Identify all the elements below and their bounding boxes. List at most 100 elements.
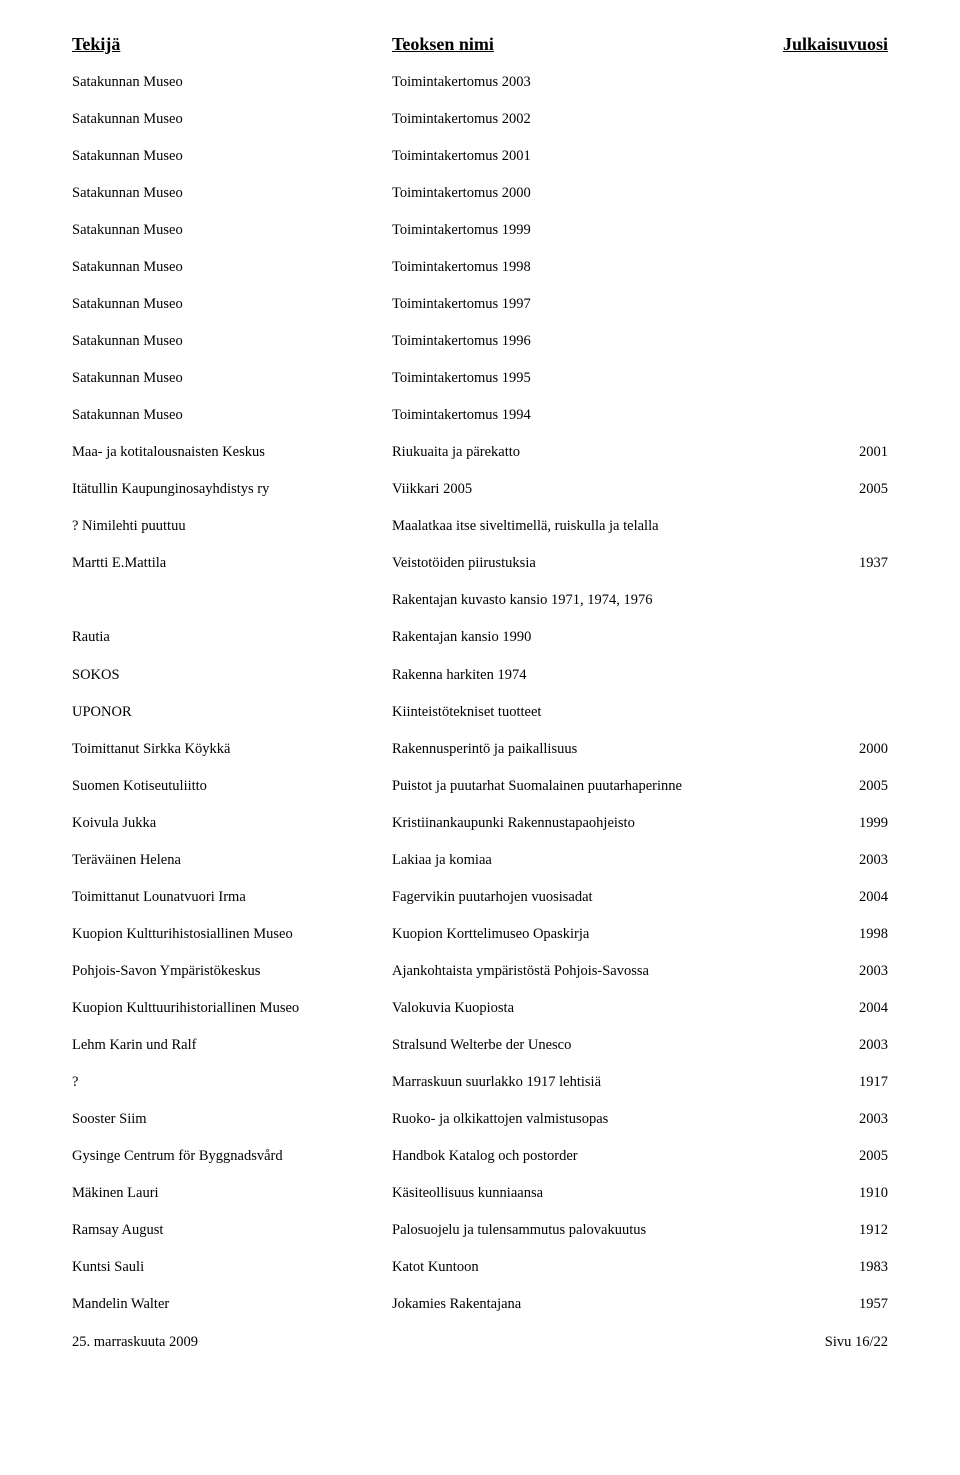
table-row: ? Nimilehti puuttuuMaalatkaa itse sivelt…	[72, 517, 888, 536]
cell-title: Toimintakertomus 1995	[392, 369, 828, 388]
cell-title: Riukuaita ja pärekatto	[392, 443, 828, 462]
cell-year: 2003	[828, 962, 888, 981]
cell-year: 2001	[828, 443, 888, 462]
cell-author: Satakunnan Museo	[72, 406, 392, 425]
cell-author: Itätullin Kaupunginosayhdistys ry	[72, 480, 392, 499]
cell-title: Kiinteistötekniset tuotteet	[392, 703, 828, 722]
table-row: Gysinge Centrum för ByggnadsvårdHandbok …	[72, 1147, 888, 1166]
cell-year: 2005	[828, 1147, 888, 1166]
header-year: Julkaisuvuosi	[768, 34, 888, 55]
cell-year	[828, 332, 888, 351]
cell-year: 2003	[828, 851, 888, 870]
cell-author: ?	[72, 1073, 392, 1092]
cell-title: Toimintakertomus 1997	[392, 295, 828, 314]
table-row: Satakunnan MuseoToimintakertomus 2000	[72, 184, 888, 203]
cell-title: Veistotöiden piirustuksia	[392, 554, 828, 573]
table-row: ?Marraskuun suurlakko 1917 lehtisiä1917	[72, 1073, 888, 1092]
cell-year: 2005	[828, 777, 888, 796]
cell-year	[828, 591, 888, 610]
cell-author: Satakunnan Museo	[72, 332, 392, 351]
cell-title: Katot Kuntoon	[392, 1258, 828, 1277]
cell-year	[828, 110, 888, 129]
cell-title: Marraskuun suurlakko 1917 lehtisiä	[392, 1073, 828, 1092]
table-row: Satakunnan MuseoToimintakertomus 1996	[72, 332, 888, 351]
cell-title: Toimintakertomus 1996	[392, 332, 828, 351]
table-row: Satakunnan MuseoToimintakertomus 1994	[72, 406, 888, 425]
header-title: Teoksen nimi	[392, 34, 768, 55]
cell-year: 2004	[828, 999, 888, 1018]
footer-page: Sivu 16/22	[825, 1334, 888, 1351]
cell-author: UPONOR	[72, 703, 392, 722]
cell-author: Kuopion Kulttuurihistoriallinen Museo	[72, 999, 392, 1018]
cell-year: 2005	[828, 480, 888, 499]
cell-title: Jokamies Rakentajana	[392, 1295, 828, 1314]
cell-title: Fagervikin puutarhojen vuosisadat	[392, 888, 828, 907]
table-row: Kuntsi SauliKatot Kuntoon1983	[72, 1258, 888, 1277]
cell-year: 1998	[828, 925, 888, 944]
page-footer: 25. marraskuuta 2009 Sivu 16/22	[72, 1334, 888, 1351]
table-row: Koivula JukkaKristiinankaupunki Rakennus…	[72, 814, 888, 833]
cell-year	[828, 517, 888, 536]
cell-title: Toimintakertomus 2000	[392, 184, 828, 203]
cell-author: Martti E.Mattila	[72, 554, 392, 573]
cell-title: Toimintakertomus 2003	[392, 73, 828, 92]
table-row: Satakunnan MuseoToimintakertomus 1998	[72, 258, 888, 277]
table-row: UPONORKiinteistötekniset tuotteet	[72, 703, 888, 722]
cell-title: Maalatkaa itse siveltimellä, ruiskulla j…	[392, 517, 828, 536]
cell-title: Toimintakertomus 2001	[392, 147, 828, 166]
cell-year	[828, 295, 888, 314]
table-row: Rakentajan kuvasto kansio 1971, 1974, 19…	[72, 591, 888, 610]
table-row: Suomen KotiseutuliittoPuistot ja puutarh…	[72, 777, 888, 796]
cell-title: Rakennusperintö ja paikallisuus	[392, 740, 828, 759]
cell-title: Ajankohtaista ympäristöstä Pohjois-Savos…	[392, 962, 828, 981]
cell-year: 1910	[828, 1184, 888, 1203]
cell-title: Kuopion Korttelimuseo Opaskirja	[392, 925, 828, 944]
cell-year: 2003	[828, 1036, 888, 1055]
cell-title: Viikkari 2005	[392, 480, 828, 499]
table-row: Teräväinen HelenaLakiaa ja komiaa2003	[72, 851, 888, 870]
cell-author: Rautia	[72, 628, 392, 647]
table-row: Satakunnan MuseoToimintakertomus 1999	[72, 221, 888, 240]
cell-author	[72, 591, 392, 610]
cell-author: Sooster Siim	[72, 1110, 392, 1129]
table-body: Satakunnan MuseoToimintakertomus 2003Sat…	[72, 73, 888, 1314]
cell-author: Satakunnan Museo	[72, 258, 392, 277]
table-row: Pohjois-Savon YmpäristökeskusAjankohtais…	[72, 962, 888, 981]
table-row: Kuopion Kulttuurihistoriallinen MuseoVal…	[72, 999, 888, 1018]
table-row: RautiaRakentajan kansio 1990	[72, 628, 888, 647]
cell-year	[828, 73, 888, 92]
header-author: Tekijä	[72, 34, 392, 55]
table-row: Toimittanut Lounatvuori IrmaFagervikin p…	[72, 888, 888, 907]
table-header: Tekijä Teoksen nimi Julkaisuvuosi	[72, 34, 888, 55]
cell-title: Toimintakertomus 2002	[392, 110, 828, 129]
cell-title: Puistot ja puutarhat Suomalainen puutarh…	[392, 777, 828, 796]
cell-year	[828, 406, 888, 425]
cell-year: 1999	[828, 814, 888, 833]
cell-author: Satakunnan Museo	[72, 295, 392, 314]
cell-author: Toimittanut Lounatvuori Irma	[72, 888, 392, 907]
cell-title: Käsiteollisuus kunniaansa	[392, 1184, 828, 1203]
cell-author: Satakunnan Museo	[72, 73, 392, 92]
cell-title: Stralsund Welterbe der Unesco	[392, 1036, 828, 1055]
cell-year: 1912	[828, 1221, 888, 1240]
table-row: Lehm Karin und RalfStralsund Welterbe de…	[72, 1036, 888, 1055]
cell-title: Palosuojelu ja tulensammutus palovakuutu…	[392, 1221, 828, 1240]
table-row: Kuopion Kultturihistosiallinen MuseoKuop…	[72, 925, 888, 944]
cell-year	[828, 369, 888, 388]
table-row: Satakunnan MuseoToimintakertomus 2001	[72, 147, 888, 166]
cell-year	[828, 221, 888, 240]
table-row: Martti E.MattilaVeistotöiden piirustuksi…	[72, 554, 888, 573]
cell-year	[828, 184, 888, 203]
cell-author: Ramsay August	[72, 1221, 392, 1240]
cell-year: 2004	[828, 888, 888, 907]
cell-year: 1983	[828, 1258, 888, 1277]
cell-author: SOKOS	[72, 666, 392, 685]
cell-author: Gysinge Centrum för Byggnadsvård	[72, 1147, 392, 1166]
cell-year: 2003	[828, 1110, 888, 1129]
cell-author: Satakunnan Museo	[72, 369, 392, 388]
cell-author: Koivula Jukka	[72, 814, 392, 833]
cell-author: ? Nimilehti puuttuu	[72, 517, 392, 536]
table-row: Maa- ja kotitalousnaisten KeskusRiukuait…	[72, 443, 888, 462]
table-row: Ramsay AugustPalosuojelu ja tulensammutu…	[72, 1221, 888, 1240]
table-row: Satakunnan MuseoToimintakertomus 1997	[72, 295, 888, 314]
